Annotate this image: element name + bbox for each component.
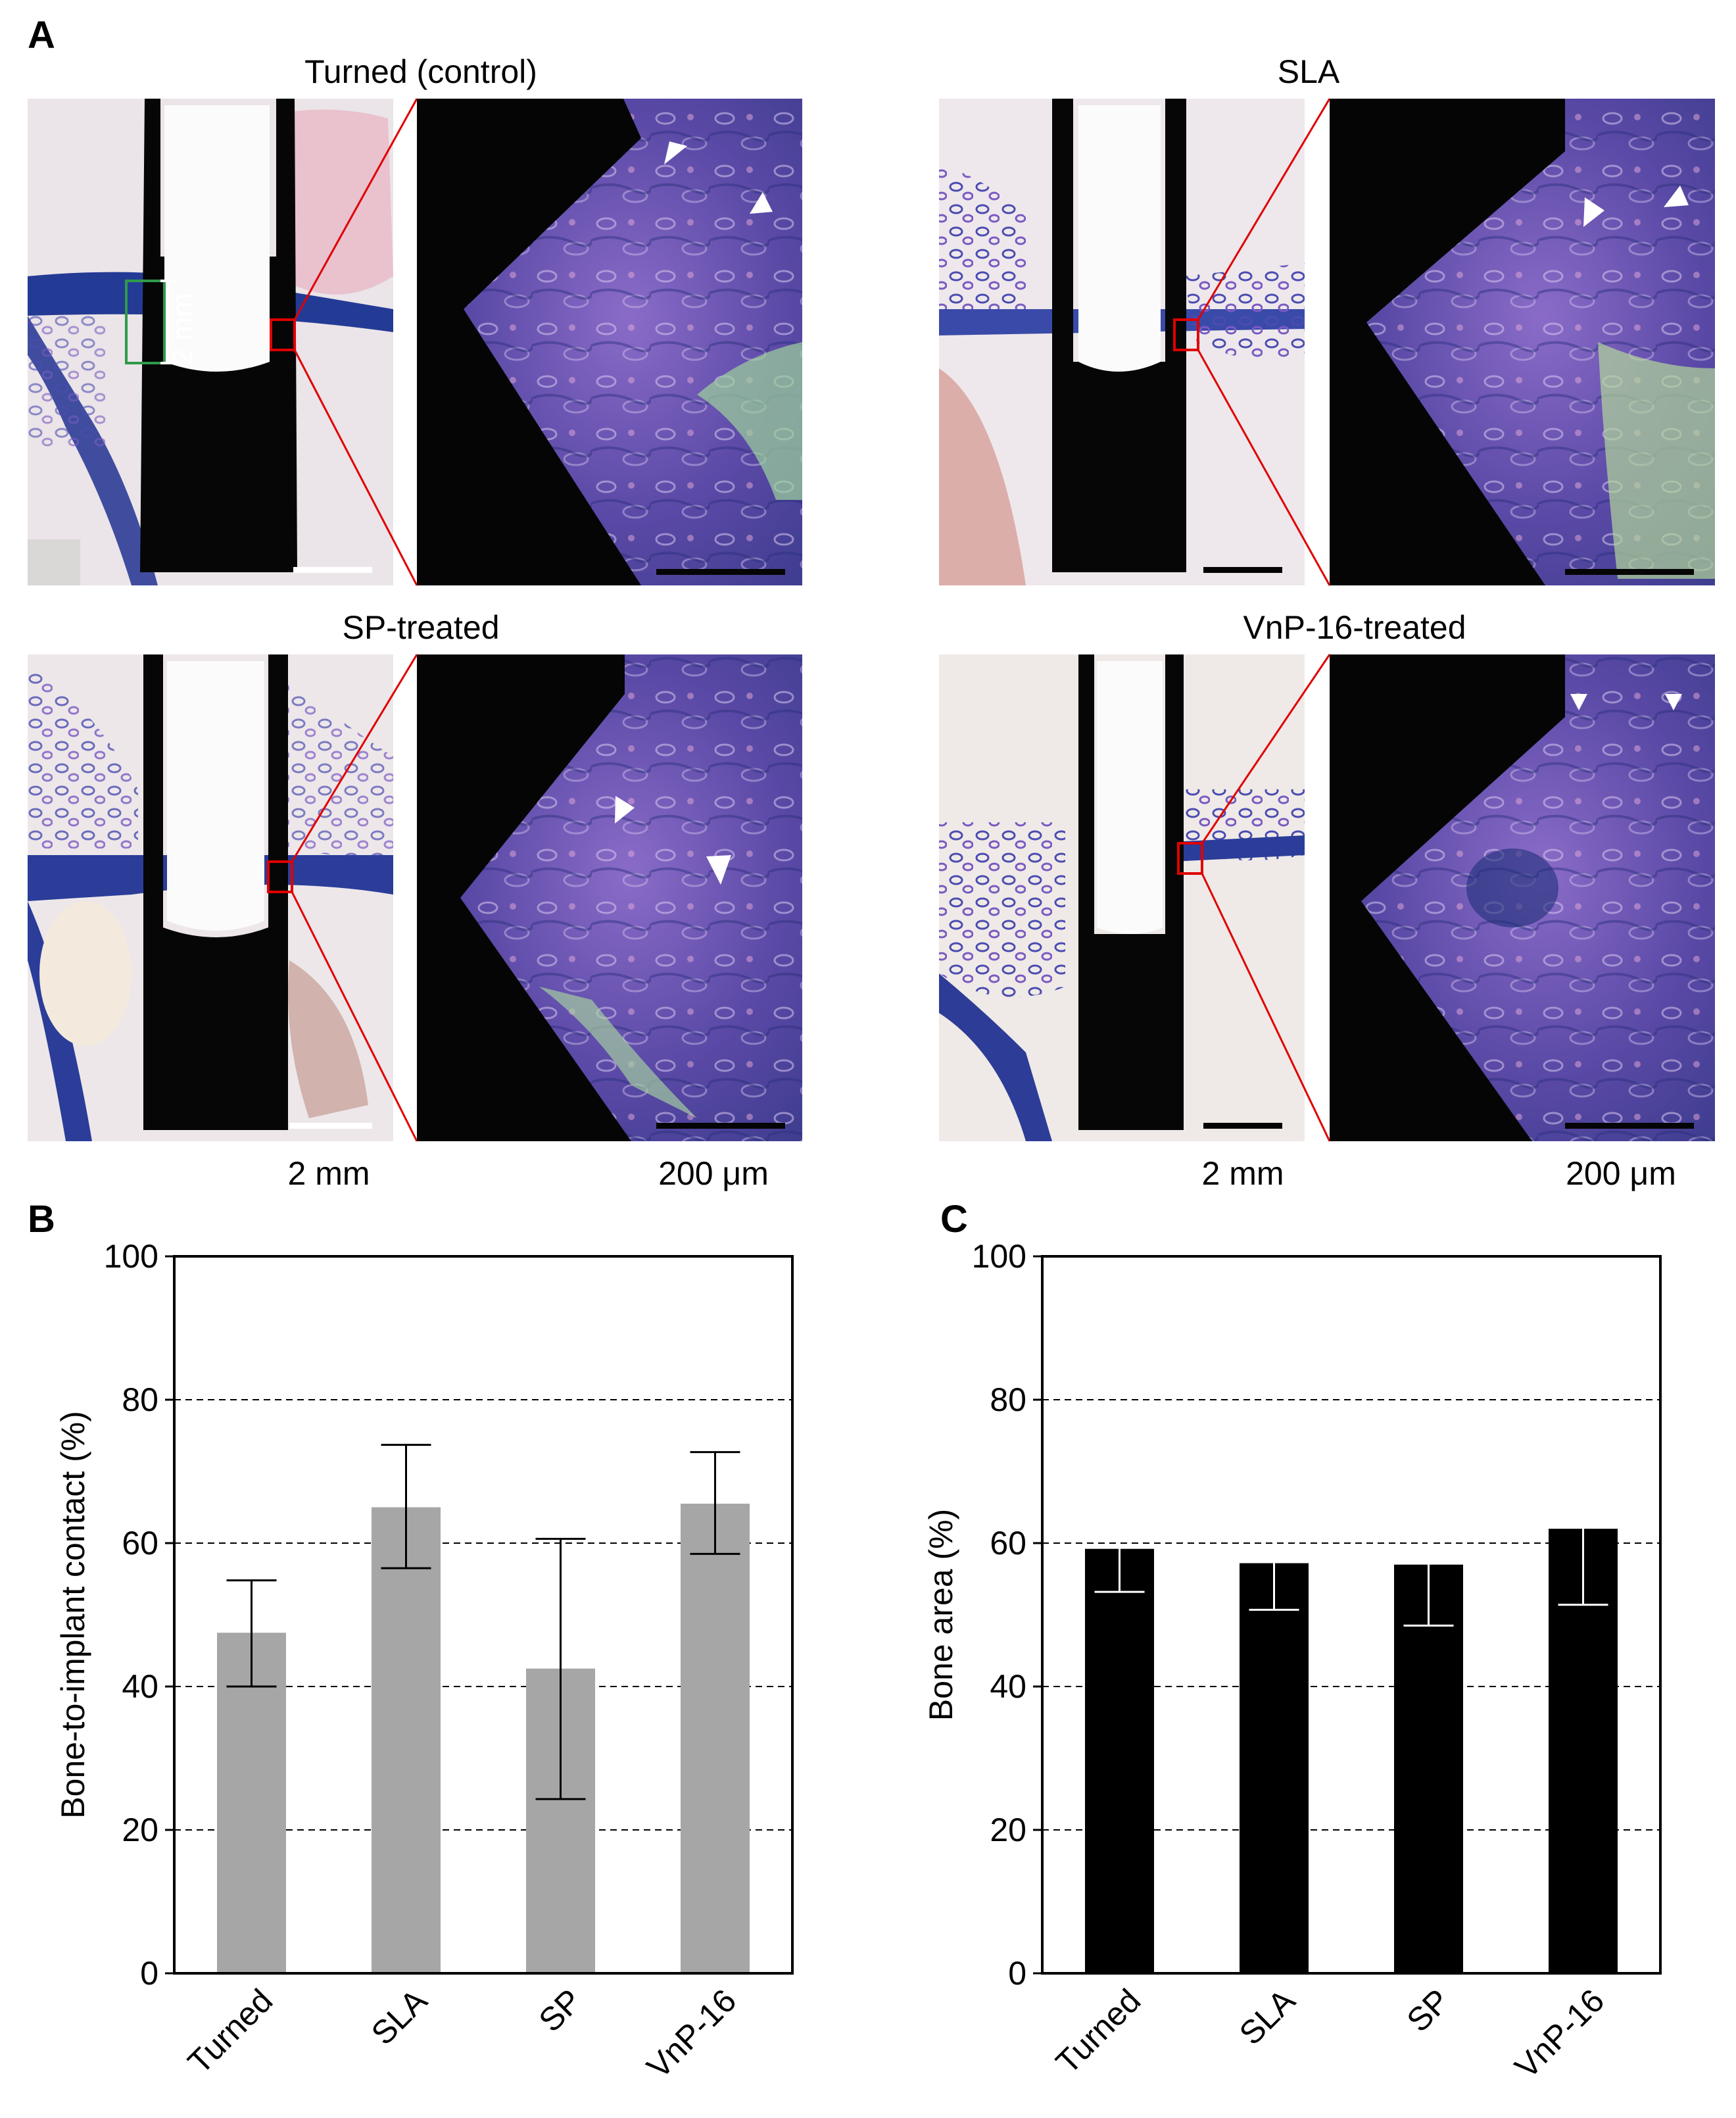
title-sla: SLA [1277, 53, 1340, 90]
histology-figure: 2 mm [28, 98, 1715, 1142]
bar-sp [1394, 1564, 1463, 1973]
image-sp-low [28, 654, 393, 1141]
x-tick-label: SLA [364, 1982, 435, 2052]
bar-vnp-16 [681, 1504, 750, 1973]
y-tick-label: 100 [104, 1238, 158, 1275]
y-tick-label: 20 [990, 1811, 1026, 1848]
y-tick-label: 80 [990, 1381, 1026, 1418]
panel-label-b: B [28, 1198, 55, 1241]
image-turned-low [28, 99, 393, 585]
title-vnp16-treated: VnP-16-treated [1243, 609, 1466, 646]
image-vnp16-high [1330, 654, 1715, 1141]
y-tick-label: 40 [990, 1668, 1026, 1705]
y-tick-label: 0 [1008, 1955, 1026, 1992]
scale-label-200um-right: 200 μm [1566, 1155, 1676, 1192]
title-sp-treated: SP-treated [342, 609, 500, 646]
panel-label-a: A [28, 14, 55, 57]
y-tick-label: 0 [140, 1955, 158, 1992]
image-sp-high [417, 654, 802, 1141]
plot-frame [1041, 1255, 1662, 1975]
x-tick-label: SLA [1232, 1982, 1303, 2052]
bar-turned [217, 1633, 286, 1973]
x-tick-label: Turned [181, 1982, 279, 2081]
y-axis-label: Bone area (%) [923, 1509, 959, 1721]
image-sla-high [1330, 99, 1715, 585]
y-tick-label: 40 [122, 1668, 158, 1705]
title-turned-control: Turned (control) [304, 53, 537, 90]
image-sla-low [939, 99, 1305, 585]
y-tick-label: 60 [990, 1525, 1026, 1562]
x-tick-label: SP [1400, 1982, 1457, 2039]
image-vnp16-low [939, 654, 1305, 1141]
x-tick-label: Turned [1049, 1982, 1147, 2081]
x-tick-label: VnP-16 [1508, 1982, 1612, 2086]
image-turned-high [417, 99, 802, 585]
chart-b: Turned SLA SP VnP-16 0 20 40 60 80 100 Bone-to-imp… [55, 1238, 794, 2086]
scale-label-200um-left: 200 μm [658, 1155, 769, 1192]
bar-sla [372, 1507, 441, 1973]
panel-label-c: C [940, 1198, 968, 1241]
chart-c: Turned SLA SP VnP-16 0 20 40 60 80 100 Bone area (… [923, 1238, 1662, 2086]
y-axis-label: Bone-to-implant contact (%) [55, 1411, 91, 1819]
plot-frame [173, 1255, 794, 1975]
bar-sla [1240, 1563, 1309, 1973]
scale-label-2mm-right: 2 mm [1201, 1155, 1284, 1192]
y-tick-label: 60 [122, 1525, 158, 1562]
x-tick-label: VnP-16 [640, 1982, 744, 2086]
y-tick-label: 100 [972, 1238, 1026, 1275]
scale-label-2mm-left: 2 mm [287, 1155, 370, 1192]
bar-turned [1085, 1548, 1154, 1973]
y-tick-label: 20 [122, 1811, 158, 1848]
y-tick-label: 80 [122, 1381, 158, 1418]
x-tick-label: SP [532, 1982, 589, 2039]
inset-scale-text: 2 mm [166, 293, 199, 365]
